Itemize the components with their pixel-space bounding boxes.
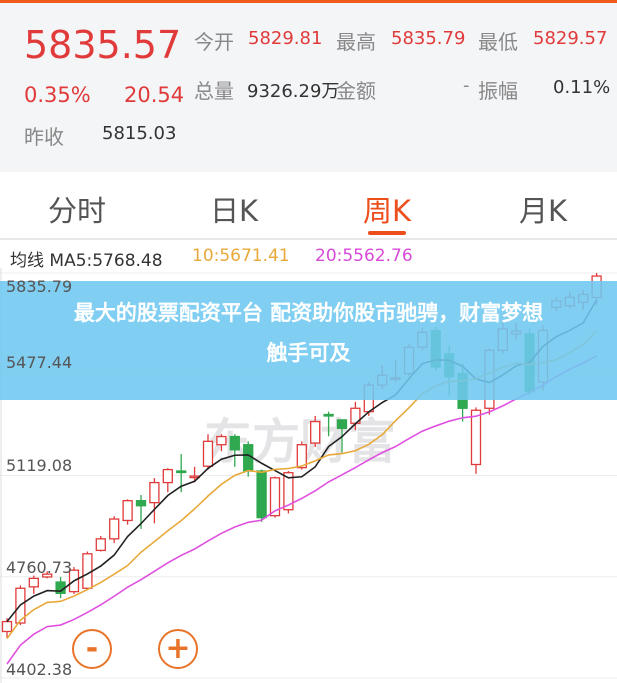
candle-down [229,435,240,451]
tab-monthly-k[interactable]: 月K [518,194,568,228]
open-value: 5829.81 [248,28,323,49]
banner-line-2: 触手可及 [266,341,351,365]
tab-daily-k[interactable]: 日K [209,194,259,228]
candle-up [1,620,13,633]
quote-panel: 5835.57 0.35% 20.54 昨收 5815.03 今开 5829.8… [0,3,617,172]
volume-value: 9326.29万 [247,81,340,102]
candle-up [82,553,93,589]
candle-down [243,444,254,472]
candle-up [269,477,281,517]
candle-up [122,500,133,522]
ad-banner[interactable]: 最大的股票配资平台 配资助你股市驰骋，财富梦想 触手可及 [0,281,617,400]
candle-up [109,518,120,540]
amount-value: - [463,75,470,96]
zoom-in-button[interactable]: + [158,629,198,669]
candle-up [310,420,321,444]
candle-down [336,419,348,429]
y-tick-label: 5119.08 [6,456,73,475]
prev-close-label: 昨收 [24,125,64,149]
ma10-legend: 10:5671.41 [192,246,290,266]
candle-up [95,538,106,552]
top-accent-bar [0,0,617,3]
change-pct: 0.35% [24,83,91,107]
candle-up [216,435,227,446]
amplitude-value: 0.11% [553,77,611,98]
candle-up [162,468,173,484]
candle-down [256,470,267,519]
amount-label: 金额 [336,79,376,103]
candle-up [28,577,39,588]
low-label: 最低 [478,30,518,54]
candle-up [283,472,294,511]
candle-down [323,413,334,417]
last-price: 5835.57 [24,23,182,67]
high-label: 最高 [336,30,376,54]
volume-label: 总量 [194,79,234,103]
ma20-legend: 20:5562.76 [315,246,413,266]
y-tick-label: 5477.44 [6,353,73,372]
ma5-legend: 均线 MA5:5768.48 [10,251,163,271]
y-tick-label: 4760.73 [6,558,73,577]
low-value: 5829.57 [533,28,608,49]
banner-line-1: 最大的股票配资平台 配资助你股市驰骋，财富梦想 [73,301,544,325]
candle-up [42,573,53,578]
y-tick-label: 4402.38 [6,660,73,679]
active-tab-indicator [368,231,406,235]
ma20-line [6,355,597,665]
candle-up [202,440,214,467]
candle-down [135,500,147,507]
period-tabs: 分时 日K 周K 月K [0,172,617,240]
candle-down [176,470,187,474]
high-value: 5835.79 [391,28,466,49]
open-label: 今开 [194,30,234,54]
tab-weekly-k[interactable]: 周K [362,194,412,228]
candle-up [470,409,482,466]
amplitude-label: 振幅 [478,79,518,103]
candle-up [149,481,160,504]
candle-up [296,444,307,469]
y-tick-label: 5835.79 [6,277,73,296]
change-amount: 20.54 [124,83,185,107]
zoom-out-button[interactable]: - [72,629,112,669]
prev-close-value: 5815.03 [102,123,177,144]
tab-intraday[interactable]: 分时 [47,194,106,228]
